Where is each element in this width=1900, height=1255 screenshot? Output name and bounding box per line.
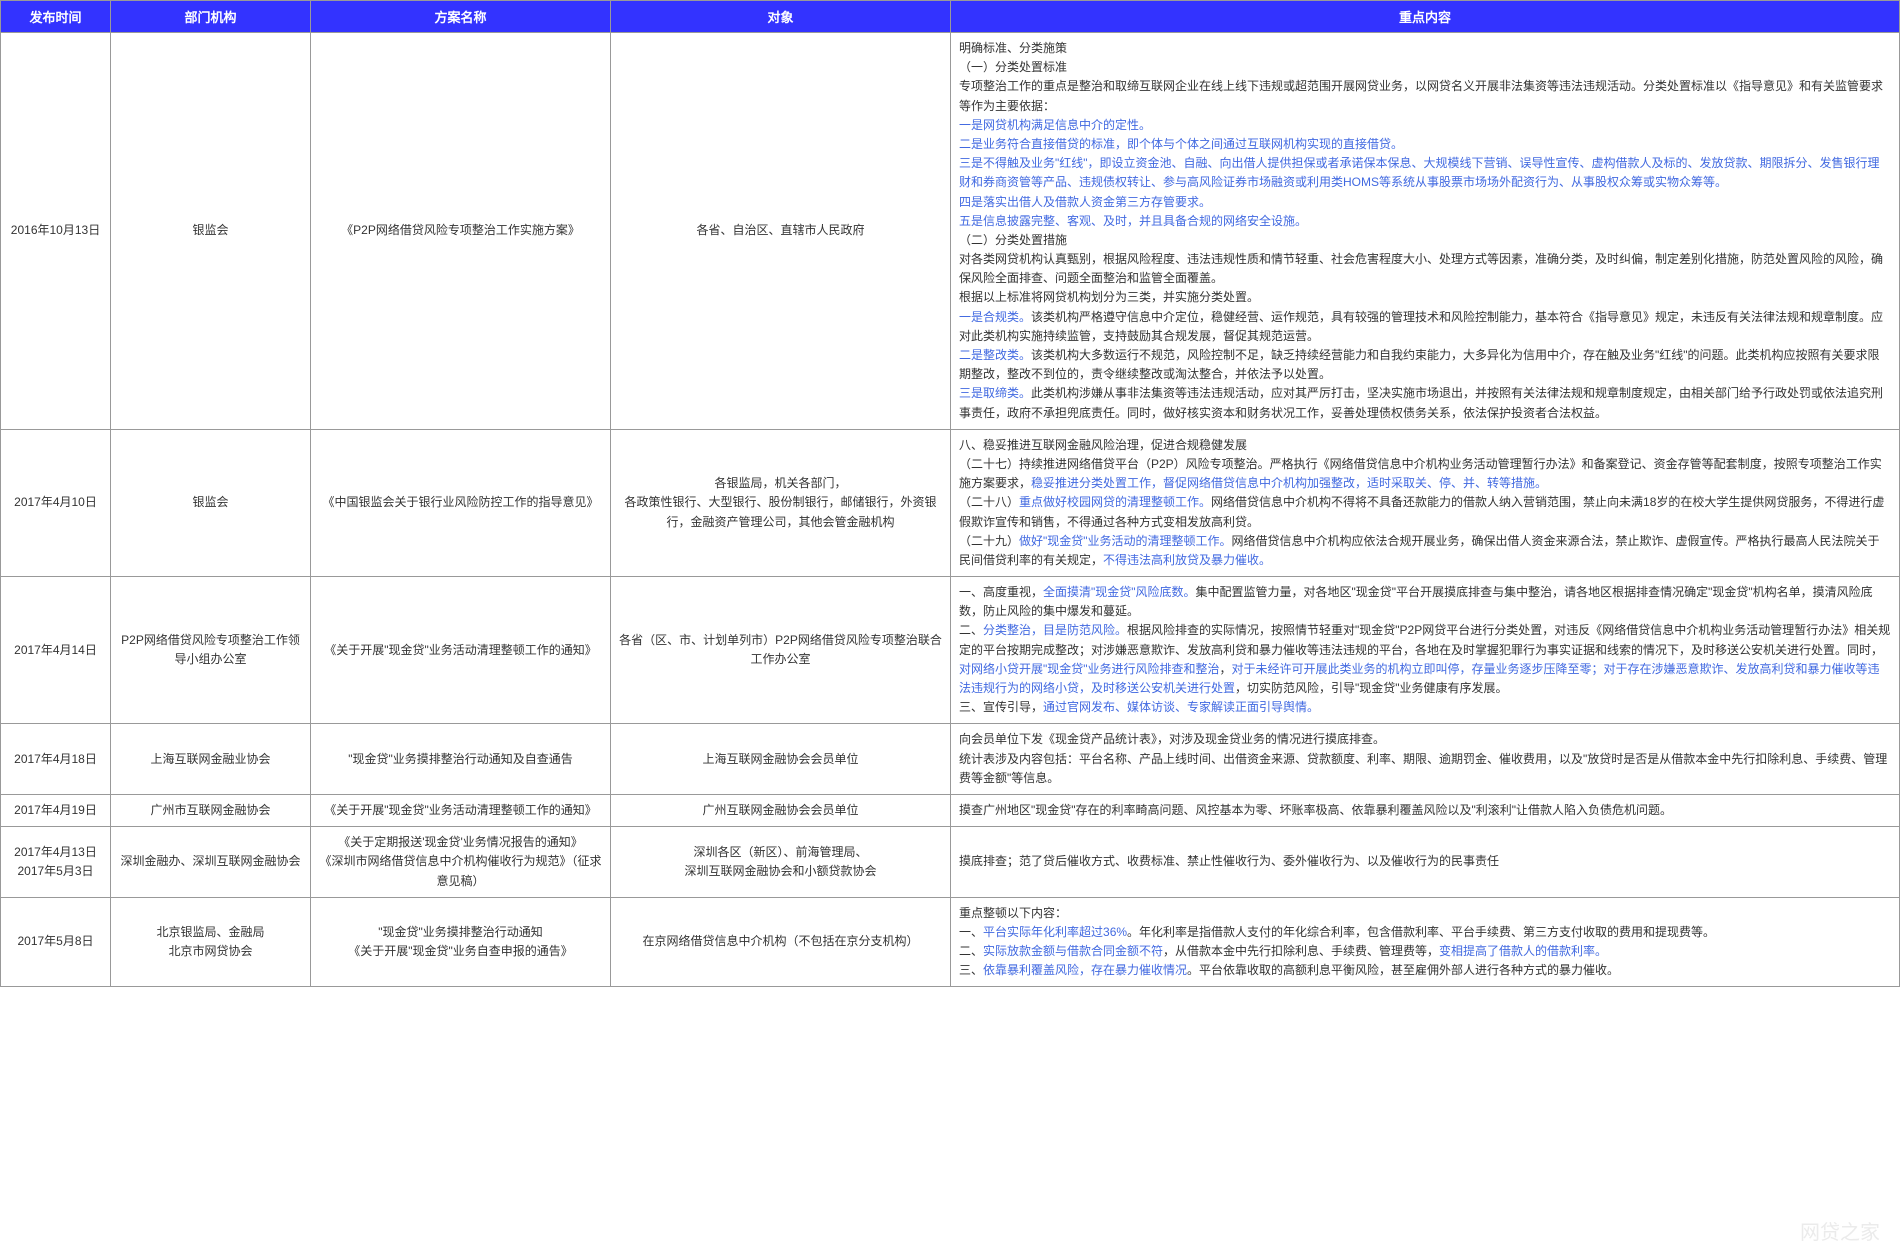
cell-dept: 深圳金融办、深圳互联网金融协会	[111, 827, 311, 898]
cell-date: 2017年4月14日	[1, 577, 111, 724]
cell-plan: 《关于开展"现金贷"业务活动清理整顿工作的通知》	[311, 577, 611, 724]
cell-dept: 广州市互联网金融协会	[111, 794, 311, 826]
cell-plan: 《P2P网络借贷风险专项整治工作实施方案》	[311, 33, 611, 430]
table-row: 2016年10月13日银监会《P2P网络借贷风险专项整治工作实施方案》各省、自治…	[1, 33, 1900, 430]
table-row: 2017年5月8日北京银监局、金融局北京市网贷协会"现金贷"业务摸排整治行动通知…	[1, 897, 1900, 987]
table-row: 2017年4月18日上海互联网金融业协会"现金贷"业务摸排整治行动通知及自查通告…	[1, 724, 1900, 795]
table-body: 2016年10月13日银监会《P2P网络借贷风险专项整治工作实施方案》各省、自治…	[1, 33, 1900, 987]
cell-plan: "现金贷"业务摸排整治行动通知及自查通告	[311, 724, 611, 795]
cell-target: 各省、自治区、直辖市人民政府	[611, 33, 951, 430]
cell-target: 深圳各区（新区）、前海管理局、深圳互联网金融协会和小额贷款协会	[611, 827, 951, 898]
header-date: 发布时间	[1, 1, 111, 33]
cell-date: 2017年5月8日	[1, 897, 111, 987]
cell-plan: 《关于开展"现金贷"业务活动清理整顿工作的通知》	[311, 794, 611, 826]
table-row: 2017年4月10日银监会《中国银监会关于银行业风险防控工作的指导意见》各银监局…	[1, 429, 1900, 576]
cell-target: 各省（区、市、计划单列市）P2P网络借贷风险专项整治联合工作办公室	[611, 577, 951, 724]
cell-plan: "现金贷"业务摸排整治行动通知《关于开展"现金贷"业务自查申报的通告》	[311, 897, 611, 987]
cell-content: 一、高度重视，全面摸清"现金贷"风险底数。集中配置监管力量，对各地区"现金贷"平…	[951, 577, 1900, 724]
header-content: 重点内容	[951, 1, 1900, 33]
policy-table: 发布时间 部门机构 方案名称 对象 重点内容 2016年10月13日银监会《P2…	[0, 0, 1900, 987]
cell-plan: 《关于定期报送'现金贷'业务情况报告的通知》《深圳市网络借贷信息中介机构催收行为…	[311, 827, 611, 898]
cell-target: 广州互联网金融协会会员单位	[611, 794, 951, 826]
cell-dept: P2P网络借贷风险专项整治工作领导小组办公室	[111, 577, 311, 724]
cell-target: 在京网络借贷信息中介机构（不包括在京分支机构）	[611, 897, 951, 987]
cell-content: 重点整顿以下内容：一、平台实际年化利率超过36%。年化利率是指借款人支付的年化综…	[951, 897, 1900, 987]
cell-date: 2017年4月10日	[1, 429, 111, 576]
cell-date: 2017年4月13日2017年5月3日	[1, 827, 111, 898]
cell-content: 摸底排查；范了贷后催收方式、收费标准、禁止性催收行为、委外催收行为、以及催收行为…	[951, 827, 1900, 898]
watermark: 网贷之家	[1800, 1216, 1880, 1245]
cell-dept: 北京银监局、金融局北京市网贷协会	[111, 897, 311, 987]
cell-dept: 银监会	[111, 33, 311, 430]
cell-date: 2017年4月18日	[1, 724, 111, 795]
header-row: 发布时间 部门机构 方案名称 对象 重点内容	[1, 1, 1900, 33]
table-row: 2017年4月13日2017年5月3日深圳金融办、深圳互联网金融协会《关于定期报…	[1, 827, 1900, 898]
cell-date: 2016年10月13日	[1, 33, 111, 430]
cell-target: 各银监局，机关各部门，各政策性银行、大型银行、股份制银行，邮储银行，外资银行，金…	[611, 429, 951, 576]
header-plan: 方案名称	[311, 1, 611, 33]
cell-content: 向会员单位下发《现金贷产品统计表》，对涉及现金贷业务的情况进行摸底排查。统计表涉…	[951, 724, 1900, 795]
cell-target: 上海互联网金融协会会员单位	[611, 724, 951, 795]
cell-dept: 上海互联网金融业协会	[111, 724, 311, 795]
cell-content: 摸查广州地区"现金贷"存在的利率畸高问题、风控基本为零、坏账率极高、依靠暴利覆盖…	[951, 794, 1900, 826]
table-row: 2017年4月14日P2P网络借贷风险专项整治工作领导小组办公室《关于开展"现金…	[1, 577, 1900, 724]
header-target: 对象	[611, 1, 951, 33]
cell-content: 八、稳妥推进互联网金融风险治理，促进合规稳健发展（二十七）持续推进网络借贷平台（…	[951, 429, 1900, 576]
cell-date: 2017年4月19日	[1, 794, 111, 826]
cell-content: 明确标准、分类施策（一）分类处置标准专项整治工作的重点是整治和取缔互联网企业在线…	[951, 33, 1900, 430]
table-row: 2017年4月19日广州市互联网金融协会《关于开展"现金贷"业务活动清理整顿工作…	[1, 794, 1900, 826]
cell-plan: 《中国银监会关于银行业风险防控工作的指导意见》	[311, 429, 611, 576]
cell-dept: 银监会	[111, 429, 311, 576]
header-dept: 部门机构	[111, 1, 311, 33]
